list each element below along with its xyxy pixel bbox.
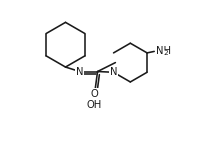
Text: 2: 2	[162, 50, 167, 56]
Text: NH: NH	[155, 46, 170, 56]
Text: N: N	[109, 67, 117, 77]
Text: O: O	[90, 89, 98, 99]
Text: OH: OH	[86, 100, 101, 110]
Text: N: N	[76, 66, 83, 77]
